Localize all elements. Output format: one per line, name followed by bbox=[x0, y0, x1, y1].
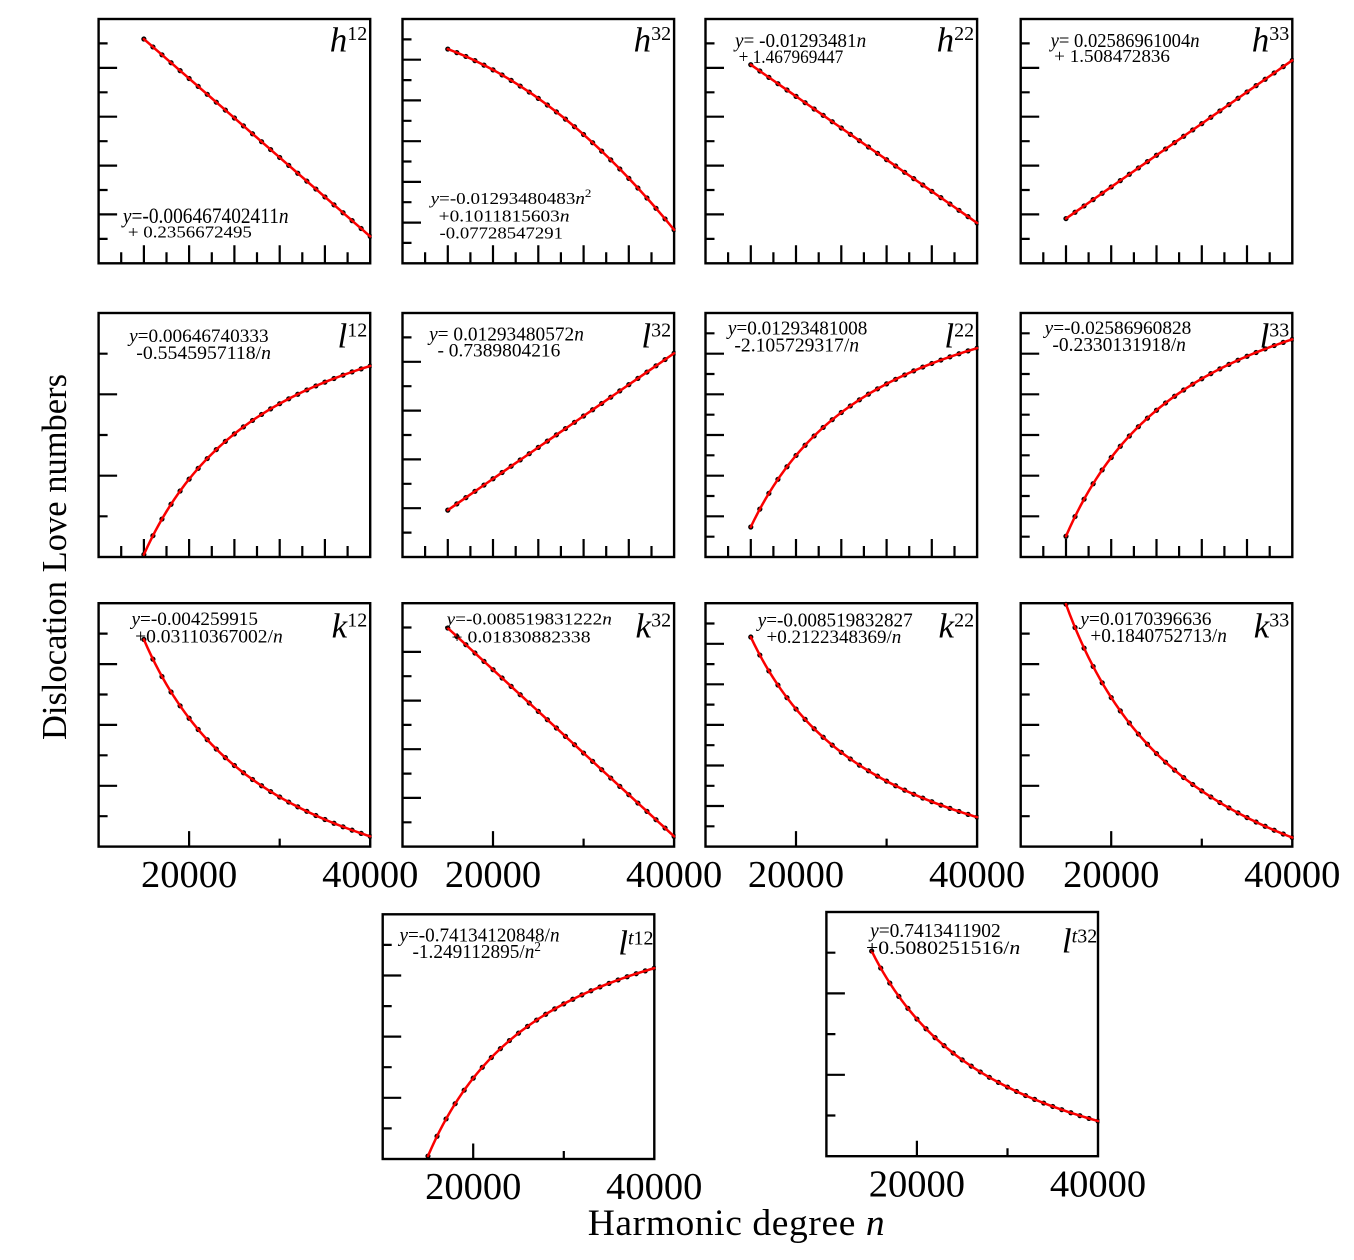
svg-text:y=-0.006467402411n: y=-0.006467402411n bbox=[121, 203, 288, 228]
svg-text:40000: 40000 bbox=[1244, 854, 1340, 896]
svg-text:-0.07728547291: -0.07728547291 bbox=[440, 224, 564, 243]
svg-text:h22: h22 bbox=[937, 21, 975, 60]
svg-text:h33: h33 bbox=[1252, 21, 1290, 60]
svg-text:+ 1.508472836: + 1.508472836 bbox=[1054, 46, 1170, 66]
svg-text:Harmonic degree n: Harmonic degree n bbox=[588, 1203, 886, 1244]
svg-text:40000: 40000 bbox=[1050, 1163, 1146, 1205]
svg-text:y=0.01293481008: y=0.01293481008 bbox=[726, 319, 867, 340]
svg-text:y= 0.01293480572n: y= 0.01293480572n bbox=[427, 325, 584, 346]
svg-text:20000: 20000 bbox=[748, 854, 844, 896]
svg-text:y=0.0170396636: y=0.0170396636 bbox=[1078, 609, 1211, 630]
svg-text:20000: 20000 bbox=[1063, 854, 1159, 896]
svg-text:k32: k32 bbox=[636, 607, 672, 646]
svg-text:l33: l33 bbox=[1260, 317, 1290, 356]
svg-text:20000: 20000 bbox=[425, 1166, 521, 1208]
svg-text:40000: 40000 bbox=[606, 1166, 702, 1208]
svg-text:h32: h32 bbox=[634, 21, 672, 60]
svg-text:20000: 20000 bbox=[445, 854, 541, 896]
svg-text:y= 0.02586961004n: y= 0.02586961004n bbox=[1049, 31, 1200, 52]
svg-text:-0.2330131918/n: -0.2330131918/n bbox=[1052, 335, 1186, 356]
svg-text:y=0.00646740333: y=0.00646740333 bbox=[127, 326, 269, 347]
svg-text:20000: 20000 bbox=[869, 1163, 965, 1205]
svg-text:40000: 40000 bbox=[322, 854, 418, 896]
svg-text:+ 1.467969447: + 1.467969447 bbox=[739, 47, 844, 68]
svg-text:lt12: lt12 bbox=[618, 924, 653, 963]
svg-text:- 0.7389804216: - 0.7389804216 bbox=[438, 341, 561, 362]
svg-text:Dislocation Love numbers: Dislocation Love numbers bbox=[36, 374, 74, 740]
svg-text:l12: l12 bbox=[337, 317, 367, 356]
svg-text:-2.105729317/n: -2.105729317/n bbox=[734, 335, 859, 356]
svg-text:y=0.7413411902: y=0.7413411902 bbox=[868, 921, 1001, 942]
svg-text:y=-0.004259915: y=-0.004259915 bbox=[129, 609, 258, 630]
svg-text:k33: k33 bbox=[1254, 607, 1290, 646]
svg-text:+ 0.2356672495: + 0.2356672495 bbox=[128, 222, 252, 241]
svg-text:y= -0.01293481n: y= -0.01293481n bbox=[733, 31, 866, 52]
svg-text:y=-0.74134120848/n: y=-0.74134120848/n bbox=[398, 925, 560, 946]
svg-text:y=-0.008519832827: y=-0.008519832827 bbox=[756, 610, 913, 631]
svg-text:40000: 40000 bbox=[929, 854, 1025, 896]
svg-text:+0.1840752713/n: +0.1840752713/n bbox=[1090, 626, 1227, 647]
svg-text:-1.249112895/n2: -1.249112895/n2 bbox=[413, 939, 541, 963]
svg-text:+0.5080251516/n: +0.5080251516/n bbox=[866, 938, 1020, 959]
svg-text:y=-0.02586960828: y=-0.02586960828 bbox=[1043, 318, 1192, 339]
svg-text:-0.5545957118/n: -0.5545957118/n bbox=[136, 343, 271, 364]
svg-text:+ 0.01830882338: + 0.01830882338 bbox=[452, 628, 591, 647]
svg-text:k22: k22 bbox=[939, 607, 975, 646]
svg-text:l32: l32 bbox=[641, 317, 671, 356]
svg-text:40000: 40000 bbox=[626, 854, 722, 896]
svg-text:lt32: lt32 bbox=[1062, 921, 1097, 960]
svg-text:+0.2122348369/n: +0.2122348369/n bbox=[767, 627, 902, 648]
svg-text:h12: h12 bbox=[330, 21, 368, 60]
svg-text:20000: 20000 bbox=[141, 854, 237, 896]
svg-text:k12: k12 bbox=[332, 607, 368, 646]
svg-text:+0.03110367002/n: +0.03110367002/n bbox=[135, 626, 283, 647]
svg-text:l22: l22 bbox=[944, 317, 974, 356]
